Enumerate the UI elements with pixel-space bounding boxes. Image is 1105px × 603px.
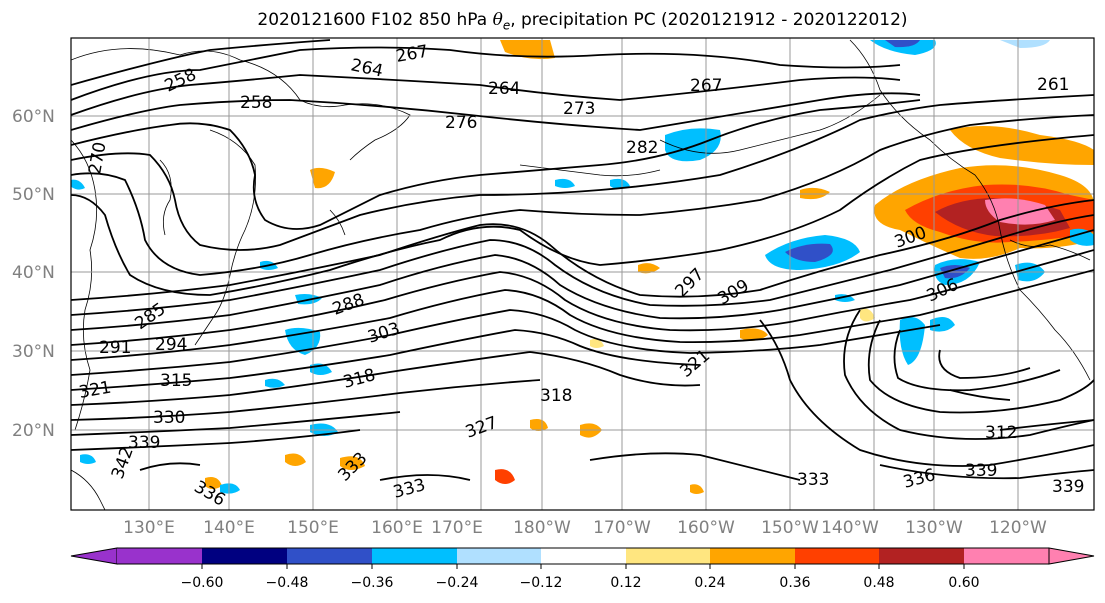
lon-label: 130°W [905, 518, 963, 538]
lon-label: 180°W [513, 518, 571, 538]
colorbar-bin [541, 548, 626, 564]
contour-label: 261 [1037, 75, 1069, 95]
lat-label: 30°N [12, 342, 55, 362]
contour-label: 330 [153, 408, 185, 428]
lat-label: 60°N [12, 107, 55, 127]
colorbar-label: −0.48 [266, 575, 309, 591]
contour-label: 273 [563, 99, 595, 119]
title-prefix: 2020121600 F102 850 hPa [257, 10, 493, 30]
colorbar-bin [964, 548, 1049, 564]
colorbar-bin [372, 548, 457, 564]
colorbar-bin [117, 548, 202, 564]
lat-label: 50°N [12, 185, 55, 205]
lat-label: 20°N [12, 421, 55, 441]
lon-label: 140°W [821, 518, 879, 538]
colorbar-extend-high [1048, 547, 1095, 565]
lon-label: 170°E [431, 518, 483, 538]
colorbar-bin [457, 548, 541, 564]
colorbar: −0.60 −0.48 −0.36 −0.24 −0.12 0.12 0.24 … [70, 547, 1095, 591]
map-title: 2020121600 F102 850 hPa θe, precipitatio… [0, 10, 1105, 32]
contour-label: 282 [626, 138, 658, 158]
colorbar-label: 0.60 [948, 575, 979, 591]
colorbar-label: −0.24 [436, 575, 479, 591]
contour-label: 339 [128, 433, 160, 453]
lon-label: 150°E [287, 518, 339, 538]
colorbar-bin [879, 548, 964, 564]
lat-label: 40°N [12, 263, 55, 283]
colorbar-ticks [201, 564, 965, 569]
longitude-labels: 130°E 140°E 150°E 160°E 170°E 180°W 170°… [123, 518, 1047, 538]
contour-label: 276 [445, 113, 477, 133]
lon-label: 130°E [123, 518, 175, 538]
theta-e-contours [71, 39, 1094, 481]
lon-label: 160°E [371, 518, 423, 538]
latitude-labels: 60°N 50°N 40°N 30°N 20°N [12, 107, 55, 441]
contour-label: 291 [99, 338, 131, 358]
lon-label: 150°W [761, 518, 819, 538]
colorbar-label: 0.48 [863, 575, 894, 591]
colorbar-extend-low [70, 547, 118, 565]
contour-label: 315 [160, 371, 192, 391]
lon-label: 140°E [203, 518, 255, 538]
theta-subscript: e [502, 18, 511, 33]
colorbar-label: 0.36 [779, 575, 810, 591]
contour-label: 333 [797, 470, 829, 490]
lon-label: 170°W [593, 518, 651, 538]
contour-label: 267 [690, 76, 722, 96]
colorbar-bin [626, 548, 710, 564]
contour-label: 318 [540, 386, 572, 406]
colorbar-label: 0.24 [694, 575, 725, 591]
colorbar-label: −0.60 [181, 575, 224, 591]
colorbar-bin [287, 548, 372, 564]
precip-shading [71, 40, 1094, 494]
contour-label: 339 [965, 461, 997, 481]
contour-label: 312 [985, 423, 1017, 443]
lon-label: 120°W [989, 518, 1047, 538]
map-frame [70, 37, 1095, 511]
colorbar-label: 0.12 [610, 575, 641, 591]
map-plot-area: 261 264 267 264 267 258 258 270 273 276 … [71, 38, 1094, 510]
colorbar-bin [795, 548, 879, 564]
lon-label: 160°W [677, 518, 735, 538]
colorbar-bin [710, 548, 795, 564]
contour-label: 264 [488, 79, 520, 99]
contour-label: 339 [1052, 477, 1084, 497]
title-suffix: , precipitation PC (2020121912 - 2020122… [510, 10, 908, 30]
contour-label: 294 [155, 335, 187, 355]
colorbar-label: −0.12 [520, 575, 563, 591]
colorbar-bin [202, 548, 287, 564]
contour-label: 258 [240, 93, 272, 113]
theta-symbol: θ [492, 10, 503, 30]
colorbar-label: −0.36 [351, 575, 394, 591]
